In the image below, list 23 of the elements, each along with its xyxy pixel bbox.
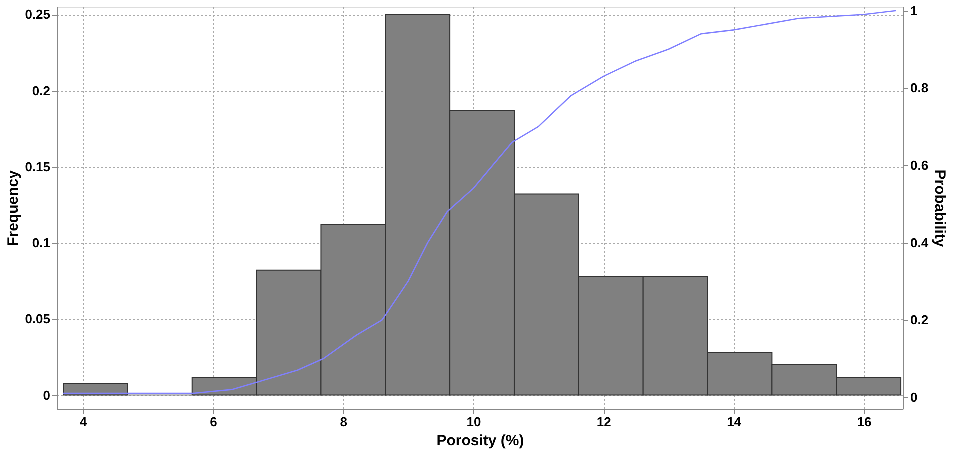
y-axis-title: Frequency [5,170,22,246]
y2-axis-title: Probability [932,170,949,248]
y-tick-label: 0.25 [25,7,50,22]
x-axis-title: Porosity (%) [436,432,524,450]
x-tick-label: 6 [210,414,218,430]
y-tick-label: 0.05 [25,312,50,327]
x-tick-label: 12 [596,414,612,430]
line-series [62,10,898,394]
y2-tick-label: 0.6 [910,158,929,173]
y-tick-label: 0 [43,388,50,403]
x-tick-label: 8 [340,414,348,430]
x-tick-label: 4 [80,414,88,430]
x-tick-label: 10 [466,414,482,430]
y2-tick-label: 1 [910,3,918,18]
y-tick-label: 0.2 [32,83,50,98]
y-tick-label: 0.15 [25,159,50,174]
y2-tick-label: 0.4 [910,235,930,250]
y2-tick-label: 0.8 [910,80,929,96]
y2-tick-label: 0 [910,390,918,405]
y-tick-label: 0.1 [32,236,50,251]
x-tick-label: 16 [857,414,872,430]
x-tick-label: 14 [727,414,742,430]
y2-tick-label: 0.2 [910,312,929,328]
